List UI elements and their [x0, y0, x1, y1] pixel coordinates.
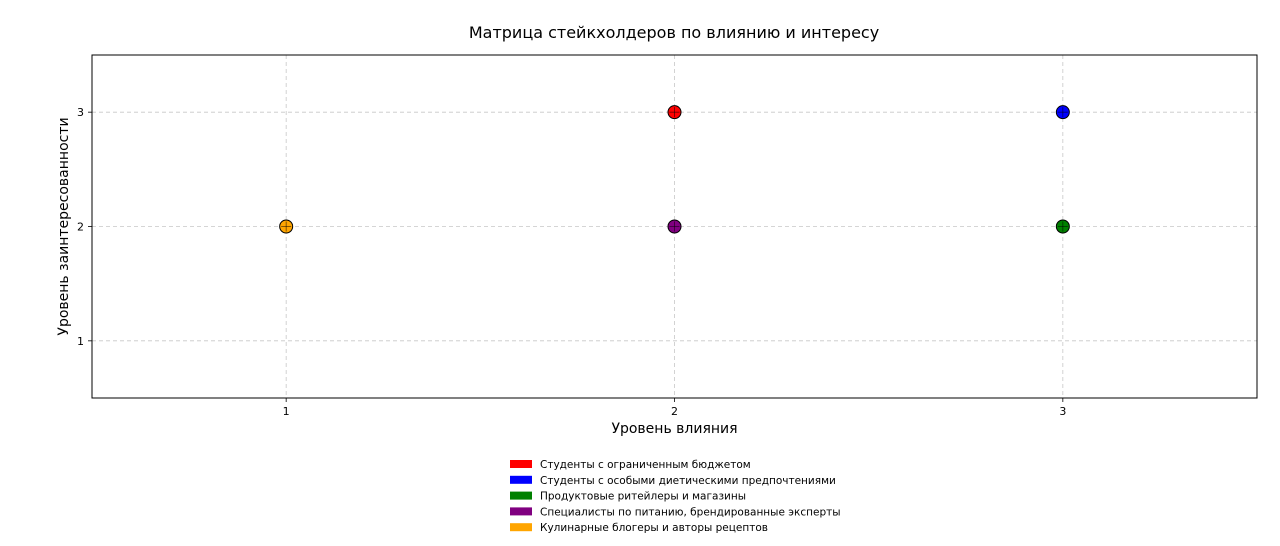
data-points	[279, 105, 1070, 234]
legend-swatch	[510, 475, 532, 484]
legend-label: Кулинарные блогеры и авторы рецептов	[540, 522, 768, 534]
y-tick-label: 2	[77, 221, 84, 234]
legend-swatch	[510, 491, 532, 500]
legend: Студенты с ограниченным бюджетом Студенты…	[510, 459, 841, 534]
y-axis-label: Уровень заинтересованности	[56, 117, 72, 335]
legend-label: Студенты с особыми диетическими предпочт…	[540, 475, 836, 487]
legend-swatch	[510, 523, 532, 532]
legend-label: Продуктовые ритейлеры и магазины	[540, 491, 746, 503]
x-tick-label: 3	[1059, 405, 1066, 418]
x-tick-label: 2	[671, 405, 678, 418]
legend-label: Специалисты по питанию, брендированные э…	[540, 506, 841, 518]
x-tick-label: 1	[283, 405, 290, 418]
x-axis-label: Уровень влияния	[611, 421, 737, 437]
chart-title: Матрица стейкхолдеров по влиянию и интер…	[469, 23, 879, 42]
legend-swatch	[510, 460, 532, 468]
axis-ticks: 1 2 3 1 2 3	[77, 106, 1066, 418]
y-tick-label: 1	[77, 335, 84, 348]
legend-label: Студенты с ограниченным бюджетом	[540, 459, 751, 471]
y-tick-label: 3	[77, 106, 84, 119]
legend-swatch	[510, 507, 532, 516]
